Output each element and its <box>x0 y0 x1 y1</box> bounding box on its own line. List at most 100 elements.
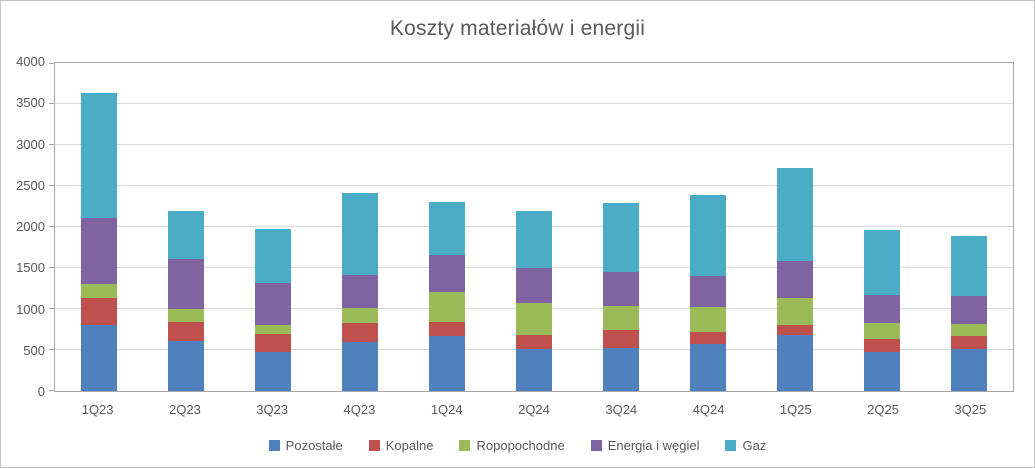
bar-segment-pozostale[interactable] <box>428 336 465 391</box>
bar-segment-pozostale[interactable] <box>603 347 640 391</box>
bar-segment-energia-i-wegiel[interactable] <box>254 282 291 326</box>
bar-segment-energia-i-wegiel[interactable] <box>428 254 465 292</box>
y-axis-labels: 0 500 1000 1500 2000 2500 3000 3500 4000 <box>1 55 45 399</box>
bar-segment-gaz[interactable] <box>777 168 814 262</box>
bar-segment-energia-i-wegiel[interactable] <box>167 259 204 310</box>
bar-segment-gaz[interactable] <box>951 236 988 296</box>
y-tick-label: 500 <box>23 342 45 358</box>
y-tick-mark <box>49 267 54 268</box>
bar-segment-pozostale[interactable] <box>951 349 988 391</box>
bar-segment-kopalne[interactable] <box>864 339 901 353</box>
bar-segment-gaz[interactable] <box>80 93 117 219</box>
bar-segment-gaz[interactable] <box>864 229 901 296</box>
bar-segment-energia-i-wegiel[interactable] <box>777 261 814 299</box>
bar-segment-ropopochodne[interactable] <box>690 307 727 332</box>
bar-segment-energia-i-wegiel[interactable] <box>690 276 727 308</box>
y-tick-mark <box>49 349 54 350</box>
bar-segment-kopalne[interactable] <box>690 331 727 345</box>
bar-segment-pozostale[interactable] <box>690 344 727 391</box>
legend-label: Energia i węgiel <box>607 437 700 453</box>
gridline <box>55 144 1013 145</box>
legend-swatch <box>459 439 471 451</box>
bar-segment-pozostale[interactable] <box>516 349 552 391</box>
bar-segment-ropopochodne[interactable] <box>80 283 117 299</box>
bar-segment-gaz[interactable] <box>341 192 378 276</box>
bar-segment-gaz[interactable] <box>603 203 640 273</box>
legend-swatch <box>268 439 280 451</box>
bar-segment-kopalne[interactable] <box>428 322 465 337</box>
gridline <box>55 103 1013 104</box>
bar-3q23 <box>254 63 291 391</box>
bar-segment-energia-i-wegiel[interactable] <box>864 295 901 323</box>
bar-segment-ropopochodne[interactable] <box>951 323 988 337</box>
y-tick-label: 3000 <box>16 136 45 152</box>
y-tick-label: 2500 <box>16 177 45 193</box>
legend-item-gaz[interactable]: Gaz <box>725 438 766 453</box>
bar-segment-kopalne[interactable] <box>80 298 117 326</box>
legend-item-pozostale[interactable]: Pozostałe <box>268 438 343 453</box>
bar-segment-pozostale[interactable] <box>341 341 378 391</box>
y-tick-label: 4000 <box>16 54 45 69</box>
gridline <box>55 185 1013 186</box>
bar-4q23 <box>341 63 378 391</box>
bar-segment-ropopochodne[interactable] <box>864 322 901 340</box>
bar-segment-pozostale[interactable] <box>254 351 291 391</box>
x-tick-label: 4Q23 <box>343 402 376 417</box>
bar-segment-kopalne[interactable] <box>254 334 291 352</box>
x-tick-label: 3Q25 <box>954 402 987 417</box>
bar-segment-kopalne[interactable] <box>951 336 988 350</box>
bar-segment-pozostale[interactable] <box>167 340 204 391</box>
x-tick-label: 2Q23 <box>169 402 201 417</box>
y-tick-mark <box>49 144 54 145</box>
bar-segment-ropopochodne[interactable] <box>516 303 552 336</box>
bar-segment-ropopochodne[interactable] <box>428 291 465 323</box>
bar-segment-ropopochodne[interactable] <box>341 308 378 323</box>
x-tick-label: 1Q24 <box>430 402 463 417</box>
legend: Pozostałe Kopalne Ropopochodne Energia i wę… <box>1 437 1034 453</box>
y-tick-mark <box>49 226 54 227</box>
x-tick-label: 4Q24 <box>692 402 725 417</box>
y-tick-label: 1500 <box>16 260 45 276</box>
bar-segment-gaz[interactable] <box>254 228 291 283</box>
legend-label: Kopalne <box>385 437 434 453</box>
bar-segment-ropopochodne[interactable] <box>603 305 640 331</box>
bar-segment-kopalne[interactable] <box>516 335 552 350</box>
bar-segment-pozostale[interactable] <box>864 352 901 391</box>
bar-segment-kopalne[interactable] <box>603 330 640 348</box>
bar-4q24 <box>690 63 727 391</box>
bar-segment-pozostale[interactable] <box>80 325 117 391</box>
bar-3q24 <box>603 63 640 391</box>
legend-label: Ropopochodne <box>476 437 565 453</box>
bar-segment-energia-i-wegiel[interactable] <box>603 272 640 306</box>
bar-segment-ropopochodne[interactable] <box>167 309 204 323</box>
bar-segment-energia-i-wegiel[interactable] <box>80 218 117 284</box>
bar-1q23 <box>80 63 117 391</box>
bar-3q25 <box>951 63 988 391</box>
bar-segment-kopalne[interactable] <box>167 322 204 341</box>
legend-item-energia-i-wegiel[interactable]: Energia i węgiel <box>590 437 700 453</box>
legend-swatch <box>590 439 602 451</box>
bar-1q24 <box>428 63 465 391</box>
x-tick-label: 1Q23 <box>81 402 114 417</box>
bar-segment-energia-i-wegiel[interactable] <box>951 295 988 324</box>
bar-segment-gaz[interactable] <box>690 195 727 277</box>
legend-swatch <box>368 439 380 451</box>
bar-segment-gaz[interactable] <box>428 202 465 255</box>
bar-segment-ropopochodne[interactable] <box>254 325 291 335</box>
bar-segment-gaz[interactable] <box>516 211 552 269</box>
legend-item-ropopochodne[interactable]: Ropopochodne <box>459 437 565 453</box>
bar-segment-pozostale[interactable] <box>777 335 814 391</box>
bar-segment-kopalne[interactable] <box>777 324 814 336</box>
x-axis-labels: 1Q23 2Q23 3Q23 4Q23 1Q24 2Q24 3Q24 4Q24 1Q25 2Q25… <box>54 402 1014 420</box>
x-tick-label: 1Q25 <box>779 402 812 417</box>
bar-segment-kopalne[interactable] <box>341 322 378 342</box>
y-tick-mark <box>49 185 54 186</box>
y-tick-label: 3500 <box>16 95 45 111</box>
bar-segment-energia-i-wegiel[interactable] <box>516 268 552 304</box>
bar-2q23 <box>167 63 204 391</box>
bar-segment-gaz[interactable] <box>167 211 204 259</box>
legend-item-kopalne[interactable]: Kopalne <box>368 437 434 453</box>
y-tick-mark <box>49 103 54 104</box>
bar-segment-energia-i-wegiel[interactable] <box>341 275 378 309</box>
bar-segment-ropopochodne[interactable] <box>777 298 814 325</box>
